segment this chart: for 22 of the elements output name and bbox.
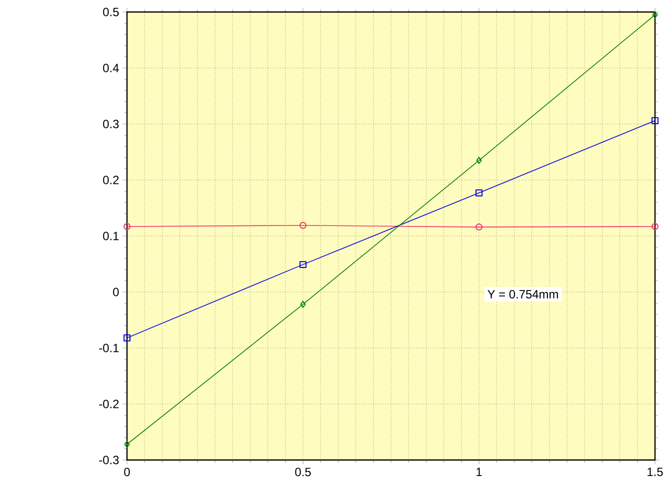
point	[476, 189, 482, 196]
point	[476, 156, 482, 164]
point	[124, 334, 130, 342]
y-tick-label: -0.3	[99, 456, 119, 464]
y-tick-label: -0.1	[99, 344, 119, 352]
y-tick-label: 0.2	[103, 176, 119, 184]
y-tick-label: 0	[113, 288, 119, 296]
point	[652, 117, 658, 124]
x-tick-label: 1.5	[648, 468, 663, 476]
point	[476, 224, 482, 231]
x-tick-label: 0.5	[295, 468, 311, 476]
y-tick-label: 0.1	[103, 232, 119, 240]
point	[300, 300, 306, 308]
y-tick-label: 0.3	[103, 120, 119, 128]
x-tick-label: 1	[476, 468, 482, 476]
y-tick-label: 0.4	[103, 64, 119, 72]
y-tick-label: 0.5	[103, 8, 119, 16]
point	[300, 222, 306, 229]
point	[300, 261, 306, 268]
annotation: Y = 0.754mm	[488, 290, 558, 298]
y-tick-label: -0.2	[99, 400, 119, 408]
x-tick-label: 0	[124, 468, 130, 476]
